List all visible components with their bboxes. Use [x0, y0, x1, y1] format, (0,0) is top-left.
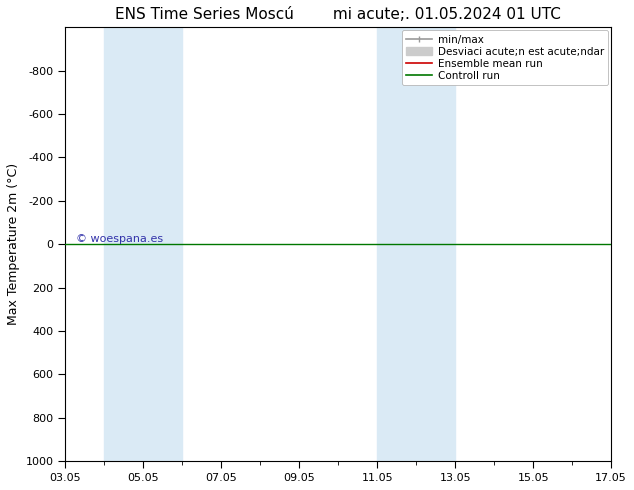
Title: ENS Time Series Moscú        mi acute;. 01.05.2024 01 UTC: ENS Time Series Moscú mi acute;. 01.05.2…: [115, 7, 561, 22]
Text: © woespana.es: © woespana.es: [76, 234, 164, 244]
Y-axis label: Max Temperature 2m (°C): Max Temperature 2m (°C): [7, 163, 20, 325]
Bar: [377, 27, 455, 461]
Bar: [105, 27, 183, 461]
Legend: min/max, Desviaci acute;n est acute;ndar, Ensemble mean run, Controll run: min/max, Desviaci acute;n est acute;ndar…: [402, 30, 608, 85]
